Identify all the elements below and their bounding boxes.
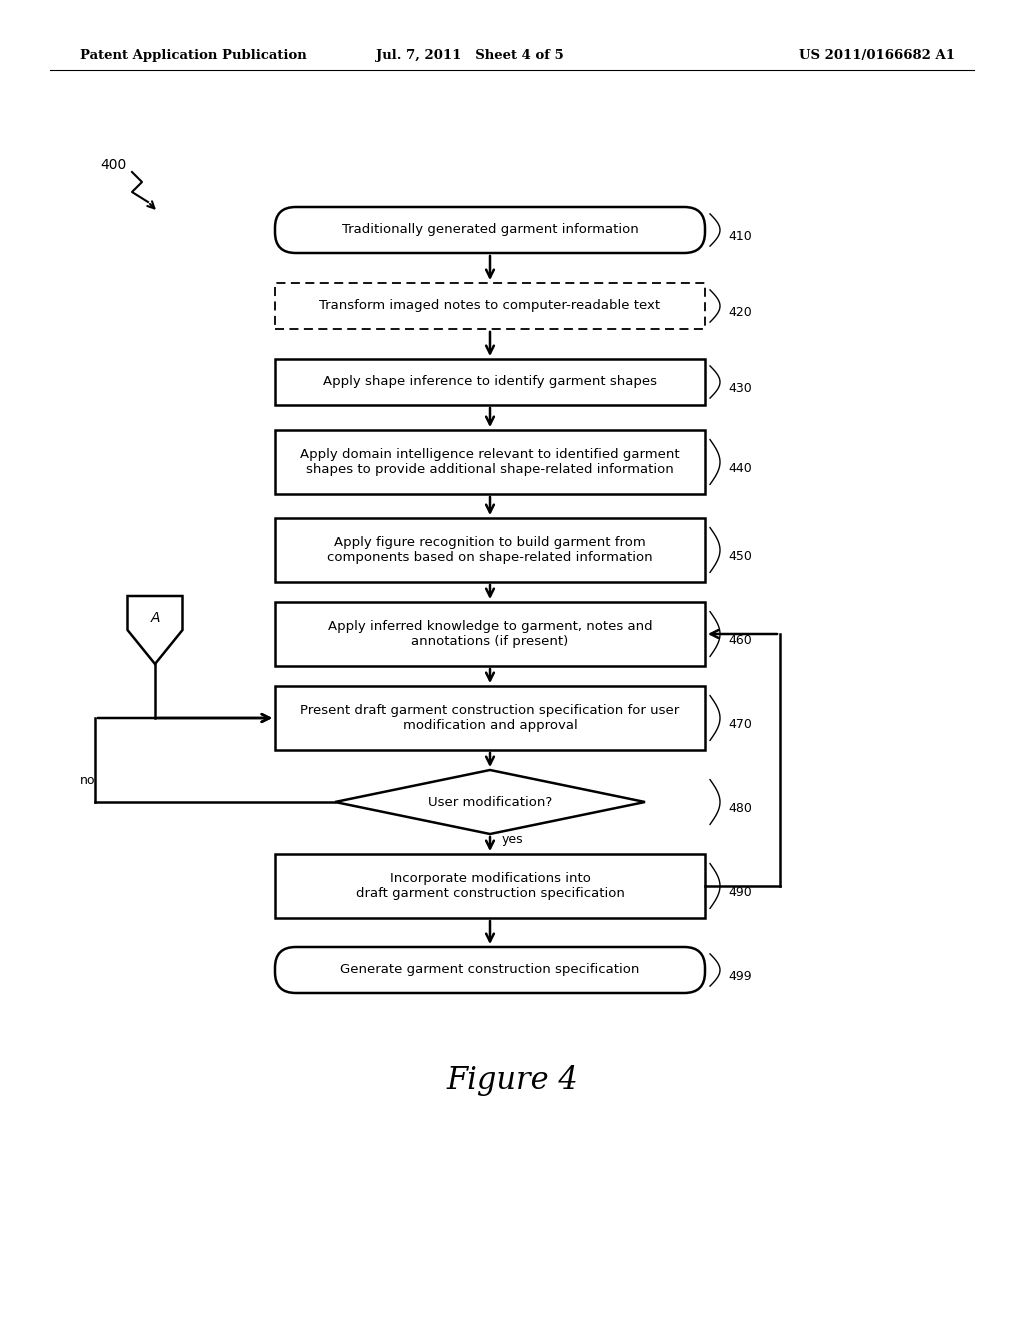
Text: 470: 470 (728, 718, 752, 730)
Bar (275, 430, 705, 494)
Bar (275, 517, 705, 582)
Bar (275, 282, 705, 329)
Text: A: A (151, 611, 160, 624)
Text: 499: 499 (728, 969, 752, 982)
Text: US 2011/0166682 A1: US 2011/0166682 A1 (799, 49, 955, 62)
Polygon shape (128, 597, 182, 664)
FancyBboxPatch shape (275, 207, 705, 253)
Text: 410: 410 (728, 230, 752, 243)
Text: yes: yes (502, 833, 523, 846)
Text: 480: 480 (728, 801, 752, 814)
Text: Incorporate modifications into
draft garment construction specification: Incorporate modifications into draft gar… (355, 873, 625, 900)
Text: Apply figure recognition to build garment from
components based on shape-related: Apply figure recognition to build garmen… (328, 536, 653, 564)
Text: Apply inferred knowledge to garment, notes and
annotations (if present): Apply inferred knowledge to garment, not… (328, 620, 652, 648)
Text: 400: 400 (100, 158, 126, 172)
Text: User modification?: User modification? (428, 796, 552, 808)
Bar (275, 359, 705, 405)
Text: Figure 4: Figure 4 (446, 1064, 578, 1096)
Polygon shape (335, 770, 645, 834)
Text: 490: 490 (728, 886, 752, 899)
FancyBboxPatch shape (275, 946, 705, 993)
Text: Jul. 7, 2011   Sheet 4 of 5: Jul. 7, 2011 Sheet 4 of 5 (376, 49, 564, 62)
Text: Generate garment construction specification: Generate garment construction specificat… (340, 964, 640, 977)
Text: 420: 420 (728, 305, 752, 318)
Text: 430: 430 (728, 381, 752, 395)
Text: no: no (80, 774, 95, 787)
Text: Patent Application Publication: Patent Application Publication (80, 49, 307, 62)
Text: Transform imaged notes to computer-readable text: Transform imaged notes to computer-reada… (319, 300, 660, 313)
Text: Apply shape inference to identify garment shapes: Apply shape inference to identify garmen… (323, 375, 657, 388)
Text: Traditionally generated garment information: Traditionally generated garment informat… (342, 223, 638, 236)
Bar (275, 854, 705, 917)
Text: 440: 440 (728, 462, 752, 474)
Text: Apply domain intelligence relevant to identified garment
shapes to provide addit: Apply domain intelligence relevant to id… (300, 447, 680, 477)
Bar (275, 686, 705, 750)
Text: 460: 460 (728, 634, 752, 647)
Text: Present draft garment construction specification for user
modification and appro: Present draft garment construction speci… (300, 704, 680, 733)
Text: 450: 450 (728, 549, 752, 562)
Bar (275, 602, 705, 667)
